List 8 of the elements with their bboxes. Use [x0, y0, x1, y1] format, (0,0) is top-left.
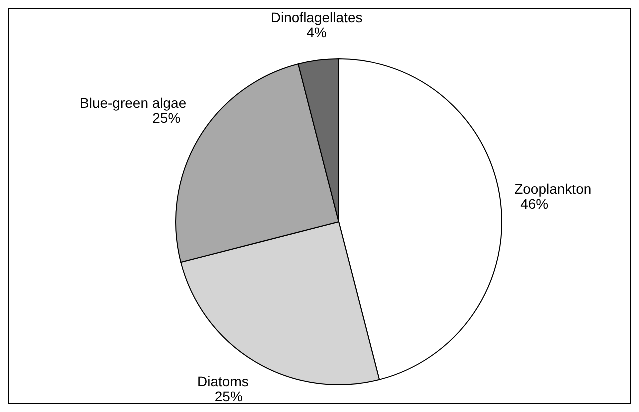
- data-label: 4%: [306, 24, 327, 40]
- data-label: 25%: [152, 110, 181, 126]
- data-label: 46%: [520, 196, 549, 212]
- data-label: 25%: [214, 388, 243, 404]
- slice-label: Diatoms: [198, 373, 249, 390]
- slice-label: Dinoflagellates: [270, 9, 363, 26]
- slice-label: Zooplankton: [514, 180, 592, 197]
- slice-label: Blue-green algae: [80, 94, 187, 111]
